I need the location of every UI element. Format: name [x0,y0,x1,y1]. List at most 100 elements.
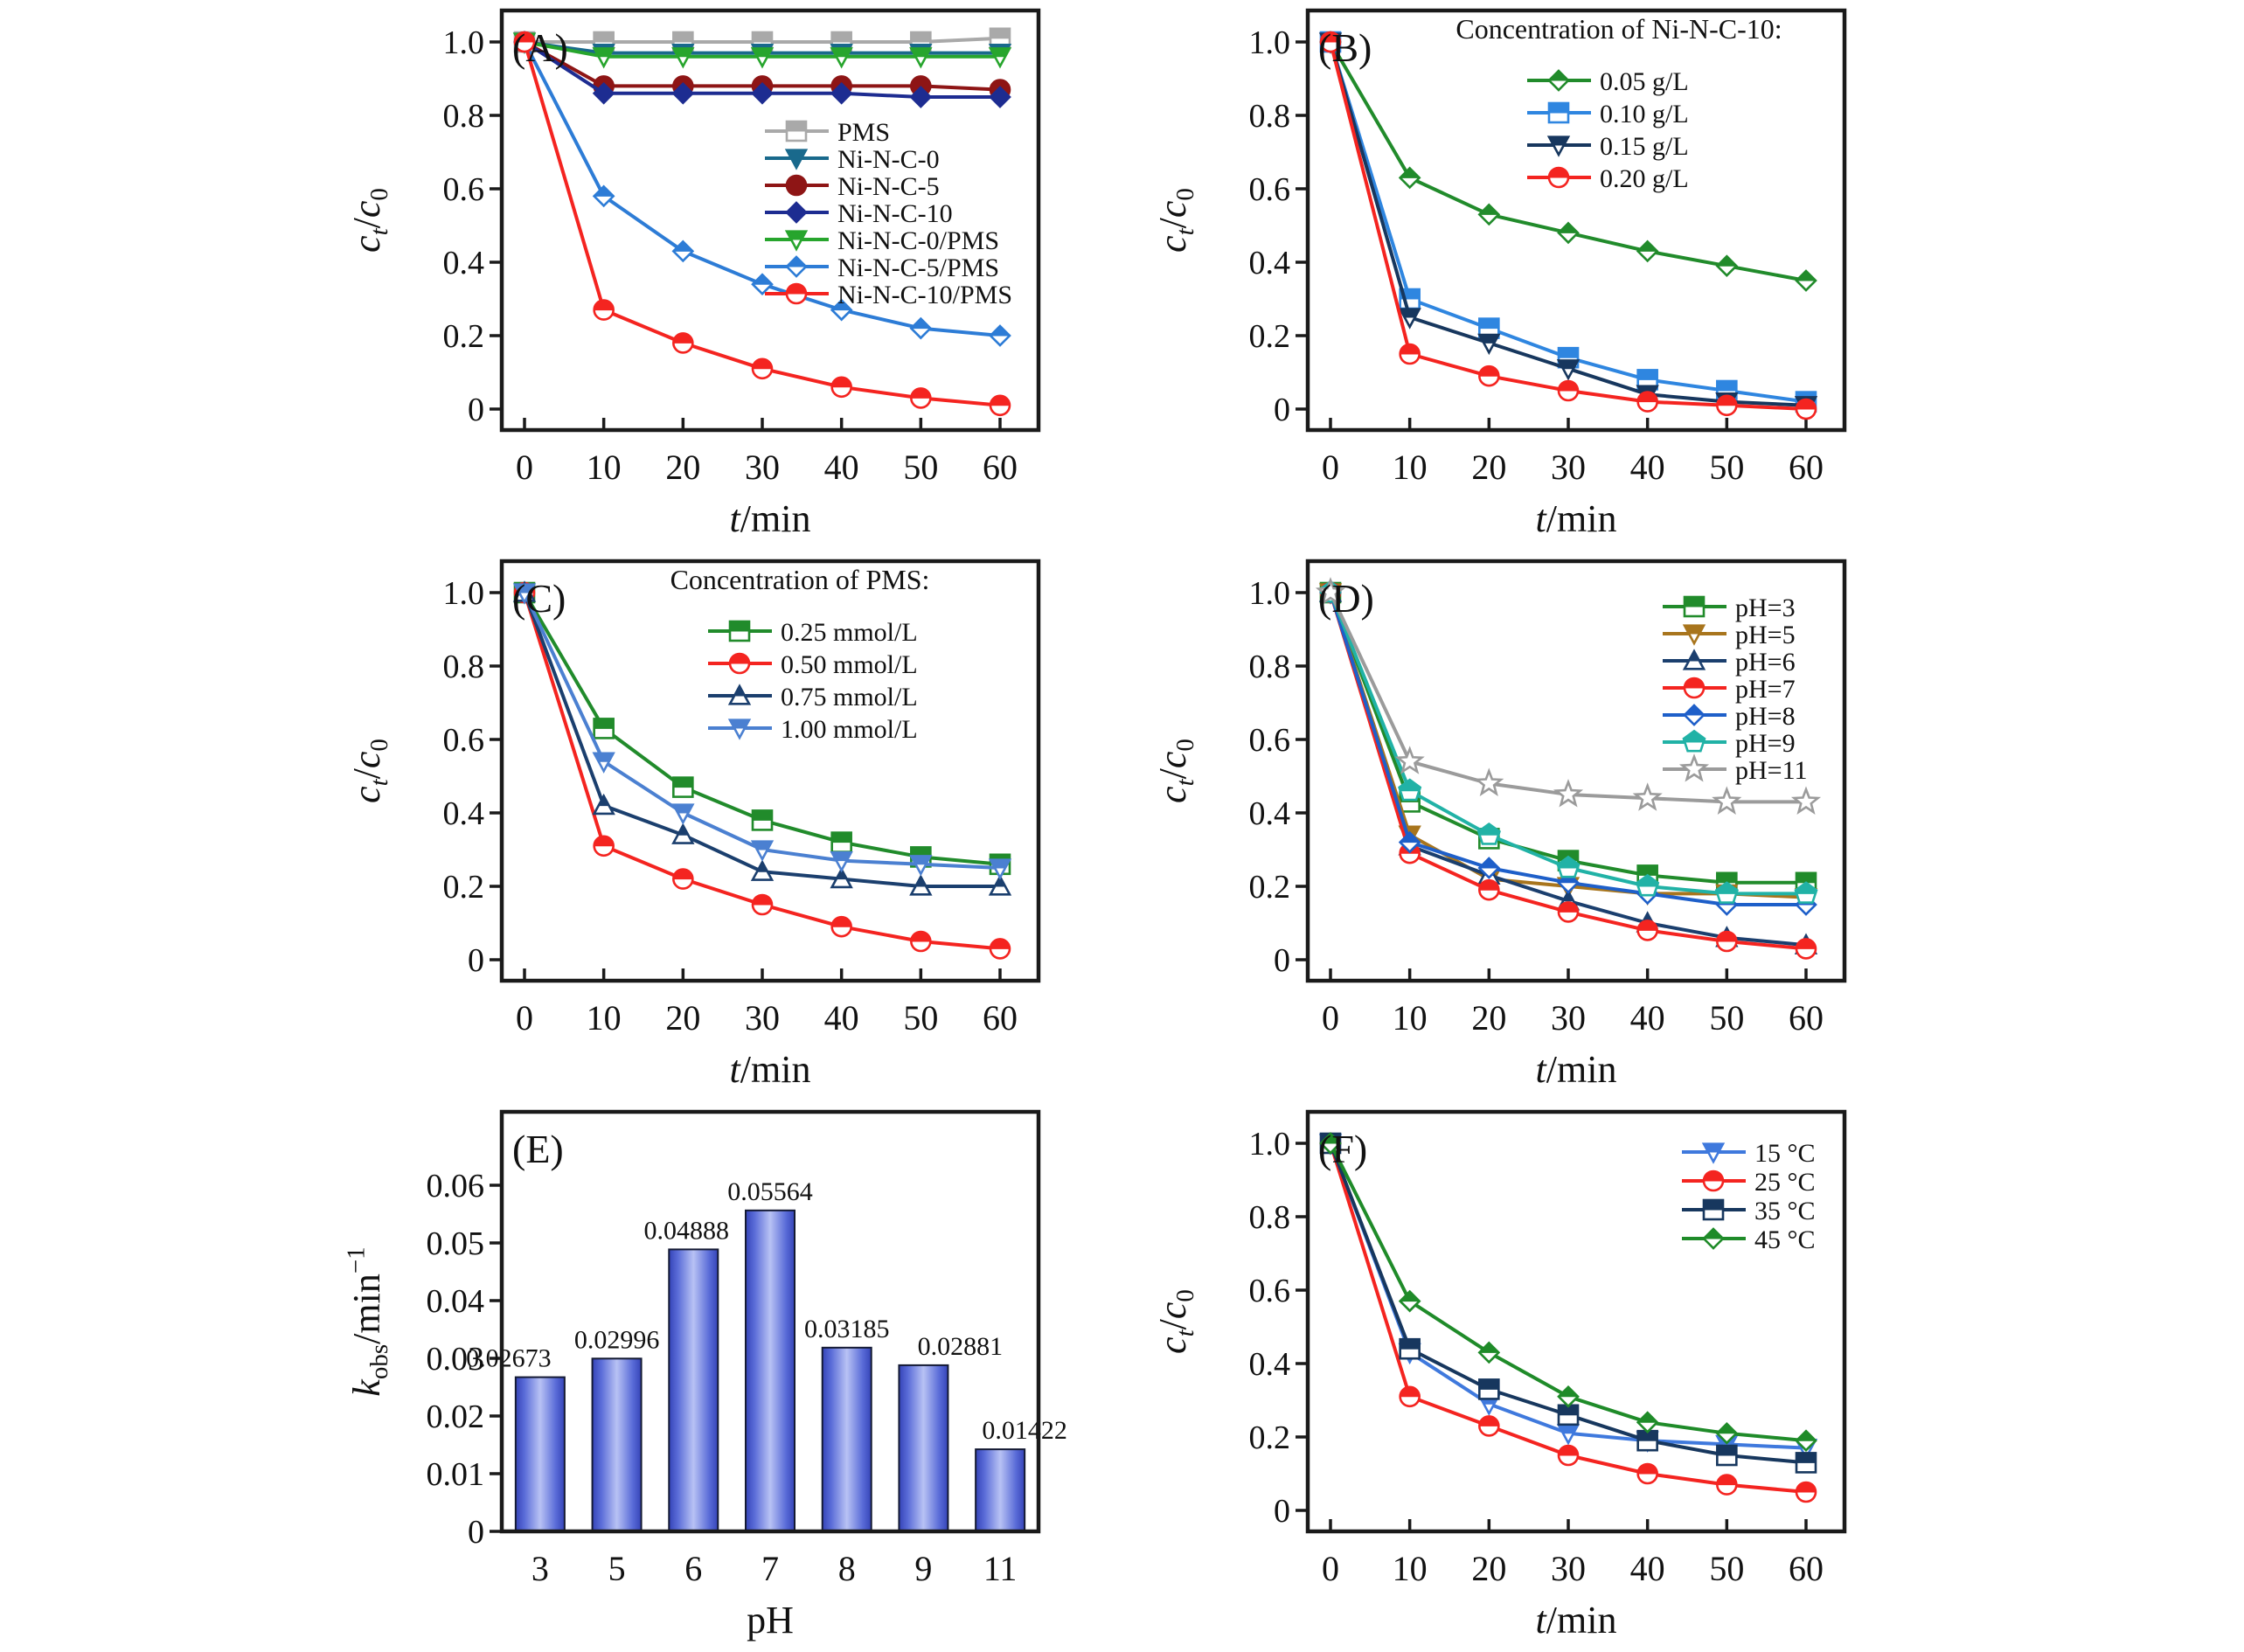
x-axis-ticks-D: 0 10 20 30 40 50 60 [1322,968,1824,1038]
svg-text:60: 60 [983,998,1018,1038]
x-axis-ticks-C: 0 10 20 30 40 50 60 [516,968,1018,1038]
svg-text:10: 10 [587,448,622,487]
legend-item-Ni-N-C-5: Ni-N-C-5 [765,172,940,201]
plot-frame [499,559,1041,983]
svg-text:30: 30 [745,998,780,1038]
svg-text:0.06: 0.06 [427,1168,485,1204]
svg-text:0.8: 0.8 [1249,649,1291,685]
legend-item-0.15-g-L: 0.15 g/L [1527,132,1689,161]
svg-text:0.50 mmol/L: 0.50 mmol/L [781,650,918,679]
svg-text:10: 10 [587,998,622,1038]
svg-text:pH=8: pH=8 [1735,702,1796,731]
panel-a-degradation-catalysts: 0 0.2 0.4 0.6 0.8 1.0 0 10 20 30 40 50 60 (A) t/min ct/… [288,0,1093,551]
legend-item-PMS: PMS [765,118,890,147]
legend-item-0.75-mmol-L: 0.75 mmol/L [708,683,918,711]
svg-text:30: 30 [745,448,780,487]
svg-text:0: 0 [516,998,533,1038]
svg-text:0: 0 [1274,1493,1290,1530]
panel-letter: (D) [1318,576,1374,621]
series-0.75-mmol-L [512,580,1012,896]
panel-letter: (C) [512,576,566,621]
panel-letter: (A) [512,25,568,70]
svg-text:25 °C: 25 °C [1754,1168,1816,1197]
plot-frame [1305,1109,1847,1534]
svg-text:1.00 mmol/L: 1.00 mmol/L [781,715,918,744]
series-Ni-N-C-5-PMS [513,31,1011,347]
legend-item-15-C: 15 °C [1682,1139,1816,1168]
svg-text:Ni-N-C-0: Ni-N-C-0 [837,145,940,174]
svg-text:0.6: 0.6 [443,722,485,759]
bar-ph-9: 0.02881 [898,1332,1004,1532]
svg-text:1.0: 1.0 [443,24,485,61]
svg-text:Ni-N-C-5/PMS: Ni-N-C-5/PMS [837,253,999,282]
svg-text:1.0: 1.0 [443,575,485,612]
series-Ni-N-C-10-PMS [513,31,1011,417]
svg-text:pH=5: pH=5 [1735,621,1796,649]
bar-value-label: 0.03185 [804,1315,890,1343]
y-axis-title: ct/c0 [1151,1289,1199,1354]
svg-text:20: 20 [1471,448,1506,487]
legend-item-Ni-N-C-10-PMS: Ni-N-C-10/PMS [765,281,1012,309]
bar-value-label: 0.05564 [727,1177,813,1206]
series-25-C [1319,1132,1817,1503]
plot-frame [499,1109,1041,1534]
series-35-C [1319,1132,1817,1474]
legend-item-Ni-N-C-5-PMS: Ni-N-C-5/PMS [765,253,999,282]
svg-text:0.2: 0.2 [1249,1419,1291,1456]
svg-text:0: 0 [1322,998,1339,1038]
svg-text:40: 40 [1630,998,1665,1038]
x-axis-title: t/min [730,497,811,540]
plot-frame [1305,559,1847,983]
svg-text:0: 0 [468,1514,484,1551]
legend-F: 15 °C25 °C35 °C45 °C [1682,1139,1816,1254]
svg-text:50: 50 [1709,1549,1744,1588]
bar-ph-6: 0.04888 [644,1216,729,1532]
svg-text:0.01: 0.01 [427,1456,485,1493]
y-axis-ticks-D: 0 0.2 0.4 0.6 0.8 1.0 [1249,575,1308,979]
svg-text:0.04: 0.04 [427,1283,485,1320]
legend-C: Concentration of PMS: 0.25 mmol/L 0.50 mmo… [670,564,930,744]
svg-text:0.2: 0.2 [1249,318,1291,355]
legend-D: pH=3pH=5pH=6pH=7pH=8pH=9pH=11 [1663,593,1807,785]
x-axis-title: t/min [1536,497,1617,540]
svg-text:0.75 mmol/L: 0.75 mmol/L [781,683,918,711]
svg-text:0.6: 0.6 [1249,722,1291,759]
svg-text:Ni-N-C-0/PMS: Ni-N-C-0/PMS [837,226,999,255]
svg-text:30: 30 [1551,1549,1586,1588]
legend-item-pH=5: pH=5 [1663,621,1796,649]
svg-text:0.05: 0.05 [427,1225,485,1262]
y-axis-ticks-E: 0 0.01 0.02 0.03 0.04 0.05 0.06 [427,1168,502,1551]
bar-value-label: 0.02881 [918,1332,1004,1361]
svg-text:0.2: 0.2 [443,869,485,906]
svg-text:1.0: 1.0 [1249,1126,1291,1163]
series-0.50-mmol-L [513,581,1011,960]
panel-letter: (B) [1318,25,1372,70]
legend-item-45-C: 45 °C [1682,1225,1816,1254]
svg-text:0: 0 [468,392,484,428]
svg-text:pH=7: pH=7 [1735,675,1796,704]
legend-item-pH=3: pH=3 [1663,593,1796,622]
panel-f-temperature-effect: 0 0.2 0.4 0.6 0.8 1.0 0 10 20 30 40 50 60 (F) t/min ct/… [1094,1101,1899,1652]
svg-text:50: 50 [1709,998,1744,1038]
svg-text:pH=11: pH=11 [1735,756,1807,785]
svg-text:Ni-N-C-10: Ni-N-C-10 [837,199,953,228]
legend-item-pH=7: pH=7 [1663,675,1796,704]
bar-ph-7: 0.05564 [727,1177,813,1533]
x-axis-ticks-E: 3 5 6 7 8 9 11 [531,1549,1018,1588]
legend-B: Concentration of Ni-N-C-10: 0.05 g/L 0.10 … [1455,13,1782,193]
y-axis-title: ct/c0 [1151,188,1199,253]
svg-text:0.8: 0.8 [443,98,485,135]
svg-text:0.4: 0.4 [1249,795,1291,832]
panel-letter: (E) [512,1127,564,1171]
legend-item-0.10-g-L: 0.10 g/L [1527,100,1689,128]
legend-item-pH=11: pH=11 [1663,753,1807,785]
svg-text:0: 0 [1322,448,1339,487]
legend-title: Concentration of Ni-N-C-10: [1455,13,1782,45]
svg-text:0.6: 0.6 [1249,171,1291,208]
y-axis-title: kobs/min−1 [342,1246,393,1396]
svg-text:50: 50 [903,448,938,487]
svg-text:7: 7 [761,1549,779,1588]
svg-text:50: 50 [903,998,938,1038]
svg-text:35 °C: 35 °C [1754,1197,1816,1225]
